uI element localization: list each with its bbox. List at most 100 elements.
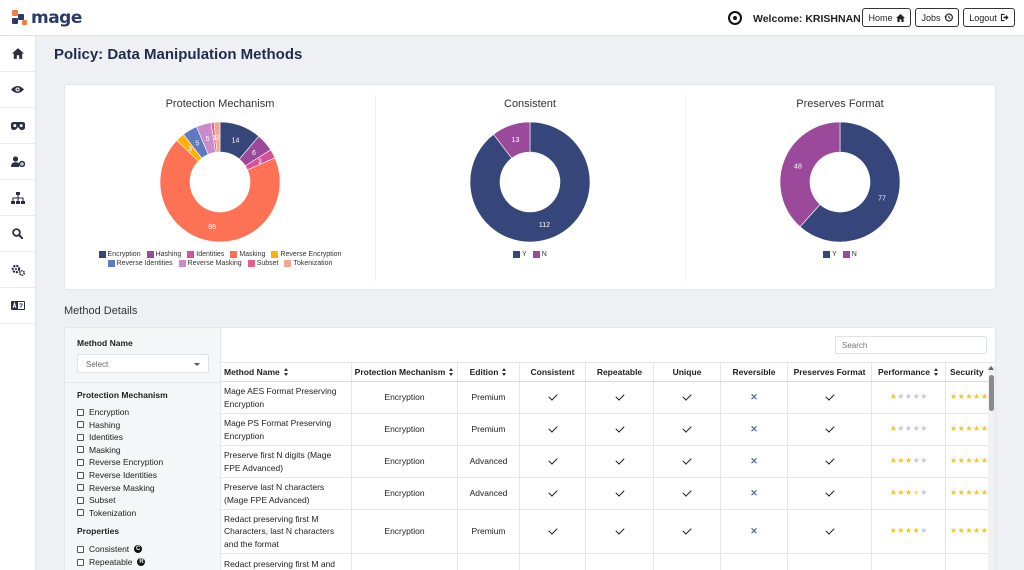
column-header-edition[interactable]: Edition [458, 362, 520, 382]
sort-icon[interactable] [283, 368, 289, 376]
sidebar-item-masking[interactable] [0, 108, 35, 144]
star-icon: ★ [965, 526, 973, 536]
column-header-security[interactable]: Security [946, 362, 995, 382]
star-rating: ★ ★ ★ ★ ★ [890, 391, 928, 404]
table-row[interactable]: Preserve last N characters (Mage FPE Adv… [221, 478, 995, 510]
table-scrollbar-thumb[interactable] [989, 375, 994, 411]
star-icon: ★ [973, 456, 981, 466]
table-row[interactable]: Redact preserving first M and [221, 554, 995, 570]
search-icon [12, 228, 23, 239]
sort-icon[interactable] [933, 368, 939, 376]
donut-slice-masking[interactable] [159, 139, 281, 243]
property-option-repeatable[interactable]: Repeatable R [77, 557, 146, 567]
sidebar-item-search[interactable] [0, 216, 35, 252]
checkbox[interactable] [77, 558, 84, 566]
donut-slice-y[interactable] [469, 121, 591, 243]
protection-option-encryption[interactable]: Encryption [77, 407, 129, 417]
legend-label: Y [832, 251, 837, 258]
protection-option-masking[interactable]: Masking [77, 445, 121, 455]
cell-repeatable [586, 382, 654, 413]
language-icon [10, 301, 25, 310]
column-header-method-name[interactable]: Method Name [221, 362, 352, 382]
cell-repeatable [586, 478, 654, 509]
checkbox[interactable] [77, 433, 84, 441]
legend-item[interactable]: Identities [187, 251, 224, 258]
sort-icon[interactable] [449, 368, 454, 376]
checkbox[interactable] [77, 484, 84, 492]
legend-item[interactable]: Tokenization [284, 260, 332, 267]
cell-performance: ★ ★ ★ ★ ★ [872, 414, 946, 445]
donut-slice-y[interactable] [799, 121, 901, 243]
target-icon[interactable] [728, 11, 742, 25]
consistent-donut-chart: 112 13 [469, 121, 591, 243]
cross-icon: ✕ [750, 456, 758, 467]
table-row[interactable]: Redact preserving first M Characters, la… [221, 510, 995, 554]
legend-item[interactable]: Subset [247, 260, 278, 267]
sidebar-item-language[interactable] [0, 288, 35, 324]
table-search-input[interactable] [835, 336, 987, 354]
sidebar-item-hierarchy[interactable] [0, 180, 35, 216]
legend-item[interactable]: Reverse Identities [107, 260, 173, 267]
checkbox[interactable] [77, 545, 84, 553]
donut-slice-n[interactable] [779, 121, 841, 228]
table-row[interactable]: Mage AES Format Preserving Encryption Enc… [221, 382, 995, 414]
legend-item[interactable]: N [532, 251, 547, 258]
legend-item[interactable]: N [842, 251, 857, 258]
legend-item[interactable]: Y [823, 251, 837, 258]
property-option-consistent[interactable]: Consistent C [77, 544, 143, 554]
sidebar-item-view[interactable] [0, 72, 35, 108]
column-header-preserves-format[interactable]: Preserves Format [788, 362, 872, 382]
sidebar-item-home[interactable] [0, 36, 35, 72]
checkbox-label: Reverse Masking [89, 482, 155, 493]
table-row[interactable]: Mage PS Format Preserving Encryption Encr… [221, 414, 995, 446]
table-row[interactable]: Preserve first N digits (Mage FPE Advanc… [221, 446, 995, 478]
cell-name: Preserve last N characters (Mage FPE Adv… [221, 478, 352, 509]
legend-item[interactable]: Encryption [98, 251, 141, 258]
legend-item[interactable]: Masking [230, 251, 265, 258]
protection-option-identities[interactable]: Identities [77, 432, 123, 442]
legend-item[interactable]: Y [513, 251, 527, 258]
sidebar-item-settings[interactable] [0, 252, 35, 288]
column-header-repeatable[interactable]: Repeatable [586, 362, 654, 382]
sort-icon[interactable] [502, 368, 507, 376]
home-button[interactable]: Home [862, 8, 911, 27]
logo[interactable]: mage [12, 8, 82, 28]
method-name-filter-label: Method Name [77, 338, 133, 348]
protection-option-reverse-encryption[interactable]: Reverse Encryption [77, 457, 163, 467]
protection-option-reverse-identities[interactable]: Reverse Identities [77, 470, 157, 480]
checkbox[interactable] [77, 446, 84, 454]
column-header-protection-mechanism[interactable]: Protection Mechanism [352, 362, 458, 382]
checkbox[interactable] [77, 458, 84, 466]
legend-item[interactable]: Hashing [146, 251, 181, 258]
protection-option-subset[interactable]: Subset [77, 495, 115, 505]
legend-item[interactable]: Reverse Encryption [271, 251, 341, 258]
column-header-unique[interactable]: Unique [654, 362, 721, 382]
donut-data-label: 6 [252, 150, 256, 157]
checkbox[interactable] [77, 471, 84, 479]
column-header-performance[interactable]: Performance [872, 362, 946, 382]
column-header-label: Method Name [224, 367, 280, 377]
logout-button[interactable]: Logout [963, 8, 1015, 27]
scroll-up-arrow-icon[interactable] [988, 366, 994, 370]
checkbox[interactable] [77, 421, 84, 429]
checkbox[interactable] [77, 408, 84, 416]
legend-item[interactable]: Reverse Masking [178, 260, 242, 267]
column-header-reversible[interactable]: Reversible [721, 362, 788, 382]
protection-option-tokenization[interactable]: Tokenization [77, 508, 136, 518]
donut-slice-n[interactable] [493, 121, 531, 159]
table-scroll-track[interactable] [988, 366, 995, 570]
jobs-button[interactable]: Jobs [915, 8, 959, 27]
protection-option-hashing[interactable]: Hashing [77, 420, 120, 430]
protection-option-reverse-masking[interactable]: Reverse Masking [77, 483, 155, 493]
caret-down-icon [194, 363, 200, 366]
home-button-label: Home [868, 12, 893, 23]
column-header-label: Unique [672, 367, 702, 377]
method-name-select[interactable]: Select [77, 354, 209, 373]
column-header-consistent[interactable]: Consistent [520, 362, 586, 382]
donut-slice-tokenization[interactable] [213, 121, 221, 153]
cell-edition: Premium [458, 414, 520, 445]
checkbox[interactable] [77, 509, 84, 517]
star-icon: ★ [920, 488, 928, 498]
checkbox[interactable] [77, 496, 84, 504]
sidebar-item-user-settings[interactable] [0, 144, 35, 180]
